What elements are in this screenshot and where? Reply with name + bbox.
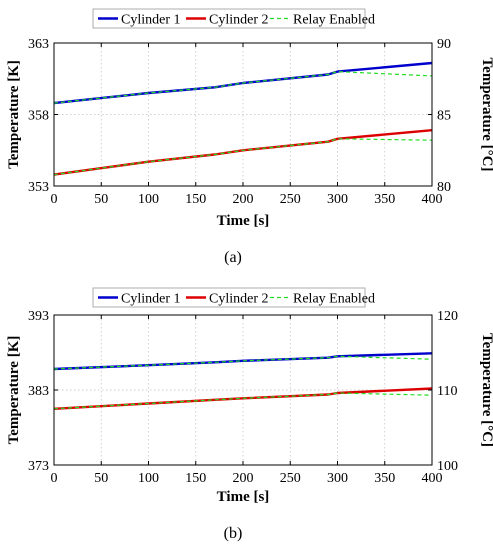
x-axis-label: Time [s] [217, 489, 270, 505]
y-axis-label-right: Temperature [°C] [479, 333, 493, 447]
legend-entry: Cylinder 1 [121, 13, 181, 28]
y-right-tick-label: 110 [437, 384, 457, 399]
legend-box [92, 8, 366, 29]
legend-entry: Relay Enabled [293, 292, 375, 307]
x-tick-label: 300 [327, 471, 348, 486]
x-tick-label: 350 [374, 471, 395, 486]
panel-caption: (a) [224, 249, 242, 266]
x-tick-label: 200 [233, 192, 254, 207]
y-axis-label: Temperature [K] [6, 336, 22, 445]
y-right-tick-label: 80 [437, 180, 451, 195]
legend-box [92, 287, 366, 308]
y-axis-label: Temperature [K] [6, 60, 22, 169]
y-axis-label-right: Temperature [°C] [479, 58, 493, 172]
x-tick-label: 400 [422, 192, 443, 207]
x-tick-label: 0 [51, 471, 58, 486]
y-tick-label: 363 [28, 37, 49, 52]
x-tick-label: 0 [51, 192, 58, 207]
y-right-tick-label: 100 [437, 459, 458, 474]
series-line-relay-enabled [53, 392, 433, 410]
y-tick-label: 358 [28, 109, 49, 124]
x-tick-label: 150 [185, 192, 206, 207]
y-tick-label: 353 [28, 180, 49, 195]
legend-entry: Cylinder 2 [209, 292, 269, 307]
legend-entry: Cylinder 1 [121, 292, 181, 307]
y-tick-label: 383 [28, 384, 49, 399]
chart-panel-0: 0 50 100 150 200 250 300 350 400 353 358 363 80 85 90 T… [6, 8, 493, 266]
x-tick-label: 350 [374, 192, 395, 207]
x-tick-label: 50 [94, 471, 108, 486]
x-tick-label: 300 [327, 192, 348, 207]
x-axis-label: Time [s] [217, 213, 270, 229]
y-tick-label: 393 [28, 309, 49, 324]
panel-caption: (b) [224, 525, 243, 542]
x-tick-label: 100 [138, 192, 159, 207]
series-line-relay-enabled [53, 355, 433, 370]
x-tick-label: 200 [233, 471, 254, 486]
legend-entry: Cylinder 2 [209, 13, 269, 28]
y-tick-label: 373 [28, 459, 49, 474]
x-tick-label: 50 [94, 192, 108, 207]
legend-entry: Relay Enabled [293, 13, 375, 28]
series-line-relay-enabled [53, 138, 433, 176]
x-tick-label: 250 [280, 192, 301, 207]
x-tick-label: 150 [185, 471, 206, 486]
y-right-tick-label: 120 [437, 309, 458, 324]
legend: Cylinder 1 Cylinder 2 Relay Enabled [92, 8, 375, 29]
x-tick-label: 100 [138, 471, 159, 486]
series-line-relay-enabled [53, 70, 433, 104]
legend: Cylinder 1 Cylinder 2 Relay Enabled [92, 287, 375, 308]
x-tick-label: 400 [422, 471, 443, 486]
chart-panel-1: 0 50 100 150 200 250 300 350 400 373 383 393 100 110 1… [6, 287, 493, 542]
y-right-tick-label: 90 [437, 37, 451, 52]
y-right-tick-label: 85 [437, 109, 451, 124]
x-tick-label: 250 [280, 471, 301, 486]
